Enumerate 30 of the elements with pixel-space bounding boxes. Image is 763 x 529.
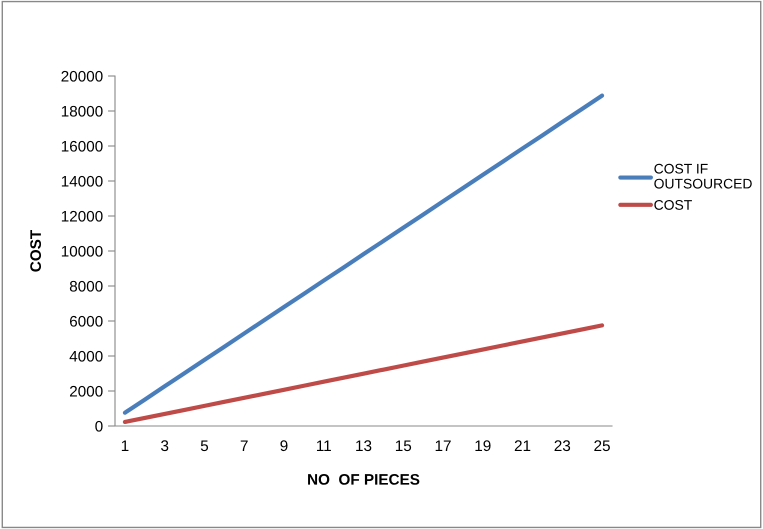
y-tick-label: 2000 xyxy=(70,386,103,397)
y-tick-label: 6000 xyxy=(70,316,103,327)
y-tick-label: 4000 xyxy=(70,350,103,362)
x-tick-label: 3 xyxy=(161,440,168,452)
legend-label: COST IF OUTSOURCED xyxy=(654,164,752,189)
x-tick-label: 9 xyxy=(280,440,288,452)
y-tick-label: 20000 xyxy=(61,70,103,82)
y-tick-label: 0 xyxy=(95,420,103,432)
y-tick-label: 10000 xyxy=(62,246,103,257)
y-tick-label: 16000 xyxy=(62,140,103,152)
legend-label: COST xyxy=(654,200,692,210)
y-tick-label: 8000 xyxy=(70,280,103,292)
y-tick-label: 18000 xyxy=(62,106,103,117)
x-tick-label: 23 xyxy=(554,440,570,452)
x-tick-label: 5 xyxy=(200,440,208,452)
x-tick-label: 1 xyxy=(122,440,128,451)
x-tick-label: 11 xyxy=(316,440,331,451)
y-tick-label: 14000 xyxy=(62,176,103,187)
y-tick-label: 12000 xyxy=(62,210,103,222)
x-tick-label: 7 xyxy=(240,440,248,451)
x-tick-label: 13 xyxy=(356,440,372,452)
x-tick-label: 15 xyxy=(396,440,412,452)
x-tick-label: 25 xyxy=(594,440,610,452)
x-axis-title: NO OF PIECES xyxy=(308,474,420,485)
line-series xyxy=(122,94,604,415)
y-axis-title: COST xyxy=(30,230,42,272)
x-tick-label: 17 xyxy=(436,440,451,451)
line-series xyxy=(122,323,604,424)
x-tick-label: 21 xyxy=(514,440,530,451)
x-tick-label: 19 xyxy=(475,440,491,452)
